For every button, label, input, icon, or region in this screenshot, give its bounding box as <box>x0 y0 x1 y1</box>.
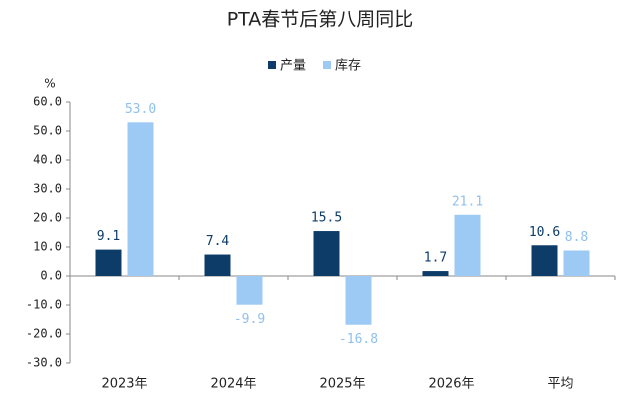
x-tick-label: 2023年 <box>101 377 147 392</box>
y-tick-label: -10.0 <box>26 298 62 312</box>
bar <box>563 250 590 276</box>
y-tick-label: 60.0 <box>33 95 62 109</box>
legend-swatch <box>323 61 331 69</box>
bar <box>95 249 122 276</box>
value-label: 21.1 <box>452 194 483 209</box>
bar <box>531 245 558 276</box>
value-label: 7.4 <box>206 234 230 249</box>
legend-swatch <box>268 61 276 69</box>
bar <box>236 276 263 305</box>
legend-label: 产量 <box>280 59 306 74</box>
y-tick-label: 0.0 <box>40 269 62 283</box>
bar <box>313 231 340 276</box>
value-label: 53.0 <box>125 102 156 117</box>
value-label: 15.5 <box>311 211 342 226</box>
bar <box>454 214 481 276</box>
value-label: 9.1 <box>97 229 120 244</box>
chart-title: PTA春节后第八周同比 <box>227 9 414 31</box>
x-tick-label: 2025年 <box>319 377 365 392</box>
y-tick-label: -20.0 <box>26 327 62 341</box>
value-label: 10.6 <box>529 225 560 240</box>
y-tick-label: 30.0 <box>33 182 62 196</box>
y-tick-label: -30.0 <box>26 356 62 370</box>
y-tick-label: 20.0 <box>33 211 62 225</box>
value-label: 1.7 <box>424 251 447 266</box>
x-tick-label: 2024年 <box>210 377 256 392</box>
y-tick-label: 10.0 <box>33 240 62 254</box>
bar <box>204 254 231 276</box>
y-tick-label: 40.0 <box>33 153 62 167</box>
value-label: -16.8 <box>339 332 378 347</box>
x-tick-label: 平均 <box>547 377 573 392</box>
bar <box>422 271 449 276</box>
y-tick-label: 50.0 <box>33 124 62 138</box>
bar <box>345 276 372 325</box>
x-tick-label: 2026年 <box>428 377 474 392</box>
value-label: -9.9 <box>234 312 265 327</box>
value-label: 8.8 <box>565 230 588 245</box>
y-axis-label: % <box>44 77 55 91</box>
bar <box>127 122 154 276</box>
legend-label: 库存 <box>335 58 361 74</box>
